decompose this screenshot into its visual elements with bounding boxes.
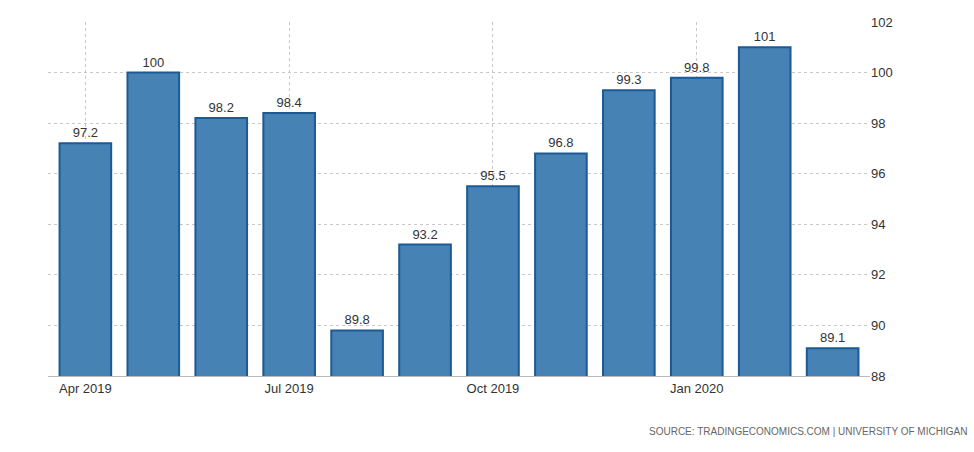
svg-text:Apr 2019: Apr 2019 xyxy=(59,381,112,396)
svg-text:Jan 2020: Jan 2020 xyxy=(670,381,724,396)
svg-text:94: 94 xyxy=(871,217,885,232)
svg-text:98.2: 98.2 xyxy=(209,100,234,115)
svg-text:102: 102 xyxy=(871,15,893,30)
svg-text:89.1: 89.1 xyxy=(820,330,845,345)
svg-text:100: 100 xyxy=(142,55,164,70)
svg-text:Jul 2019: Jul 2019 xyxy=(265,381,314,396)
svg-text:96: 96 xyxy=(871,166,885,181)
svg-text:95.5: 95.5 xyxy=(480,168,505,183)
svg-text:97.2: 97.2 xyxy=(73,125,98,140)
svg-text:93.2: 93.2 xyxy=(412,227,437,242)
svg-text:90: 90 xyxy=(871,318,885,333)
svg-text:SOURCE: TRADINGECONOMICS.COM |: SOURCE: TRADINGECONOMICS.COM | UNIVERSIT… xyxy=(649,426,967,437)
svg-text:88: 88 xyxy=(871,369,885,384)
svg-text:99.3: 99.3 xyxy=(616,72,641,87)
svg-text:101: 101 xyxy=(754,29,776,44)
svg-text:98.4: 98.4 xyxy=(277,95,302,110)
svg-text:100: 100 xyxy=(871,65,893,80)
svg-text:89.8: 89.8 xyxy=(344,312,369,327)
svg-text:96.8: 96.8 xyxy=(548,135,573,150)
svg-text:98: 98 xyxy=(871,116,885,131)
svg-text:99.8: 99.8 xyxy=(684,60,709,75)
svg-text:Oct 2019: Oct 2019 xyxy=(467,381,520,396)
svg-text:92: 92 xyxy=(871,267,885,282)
